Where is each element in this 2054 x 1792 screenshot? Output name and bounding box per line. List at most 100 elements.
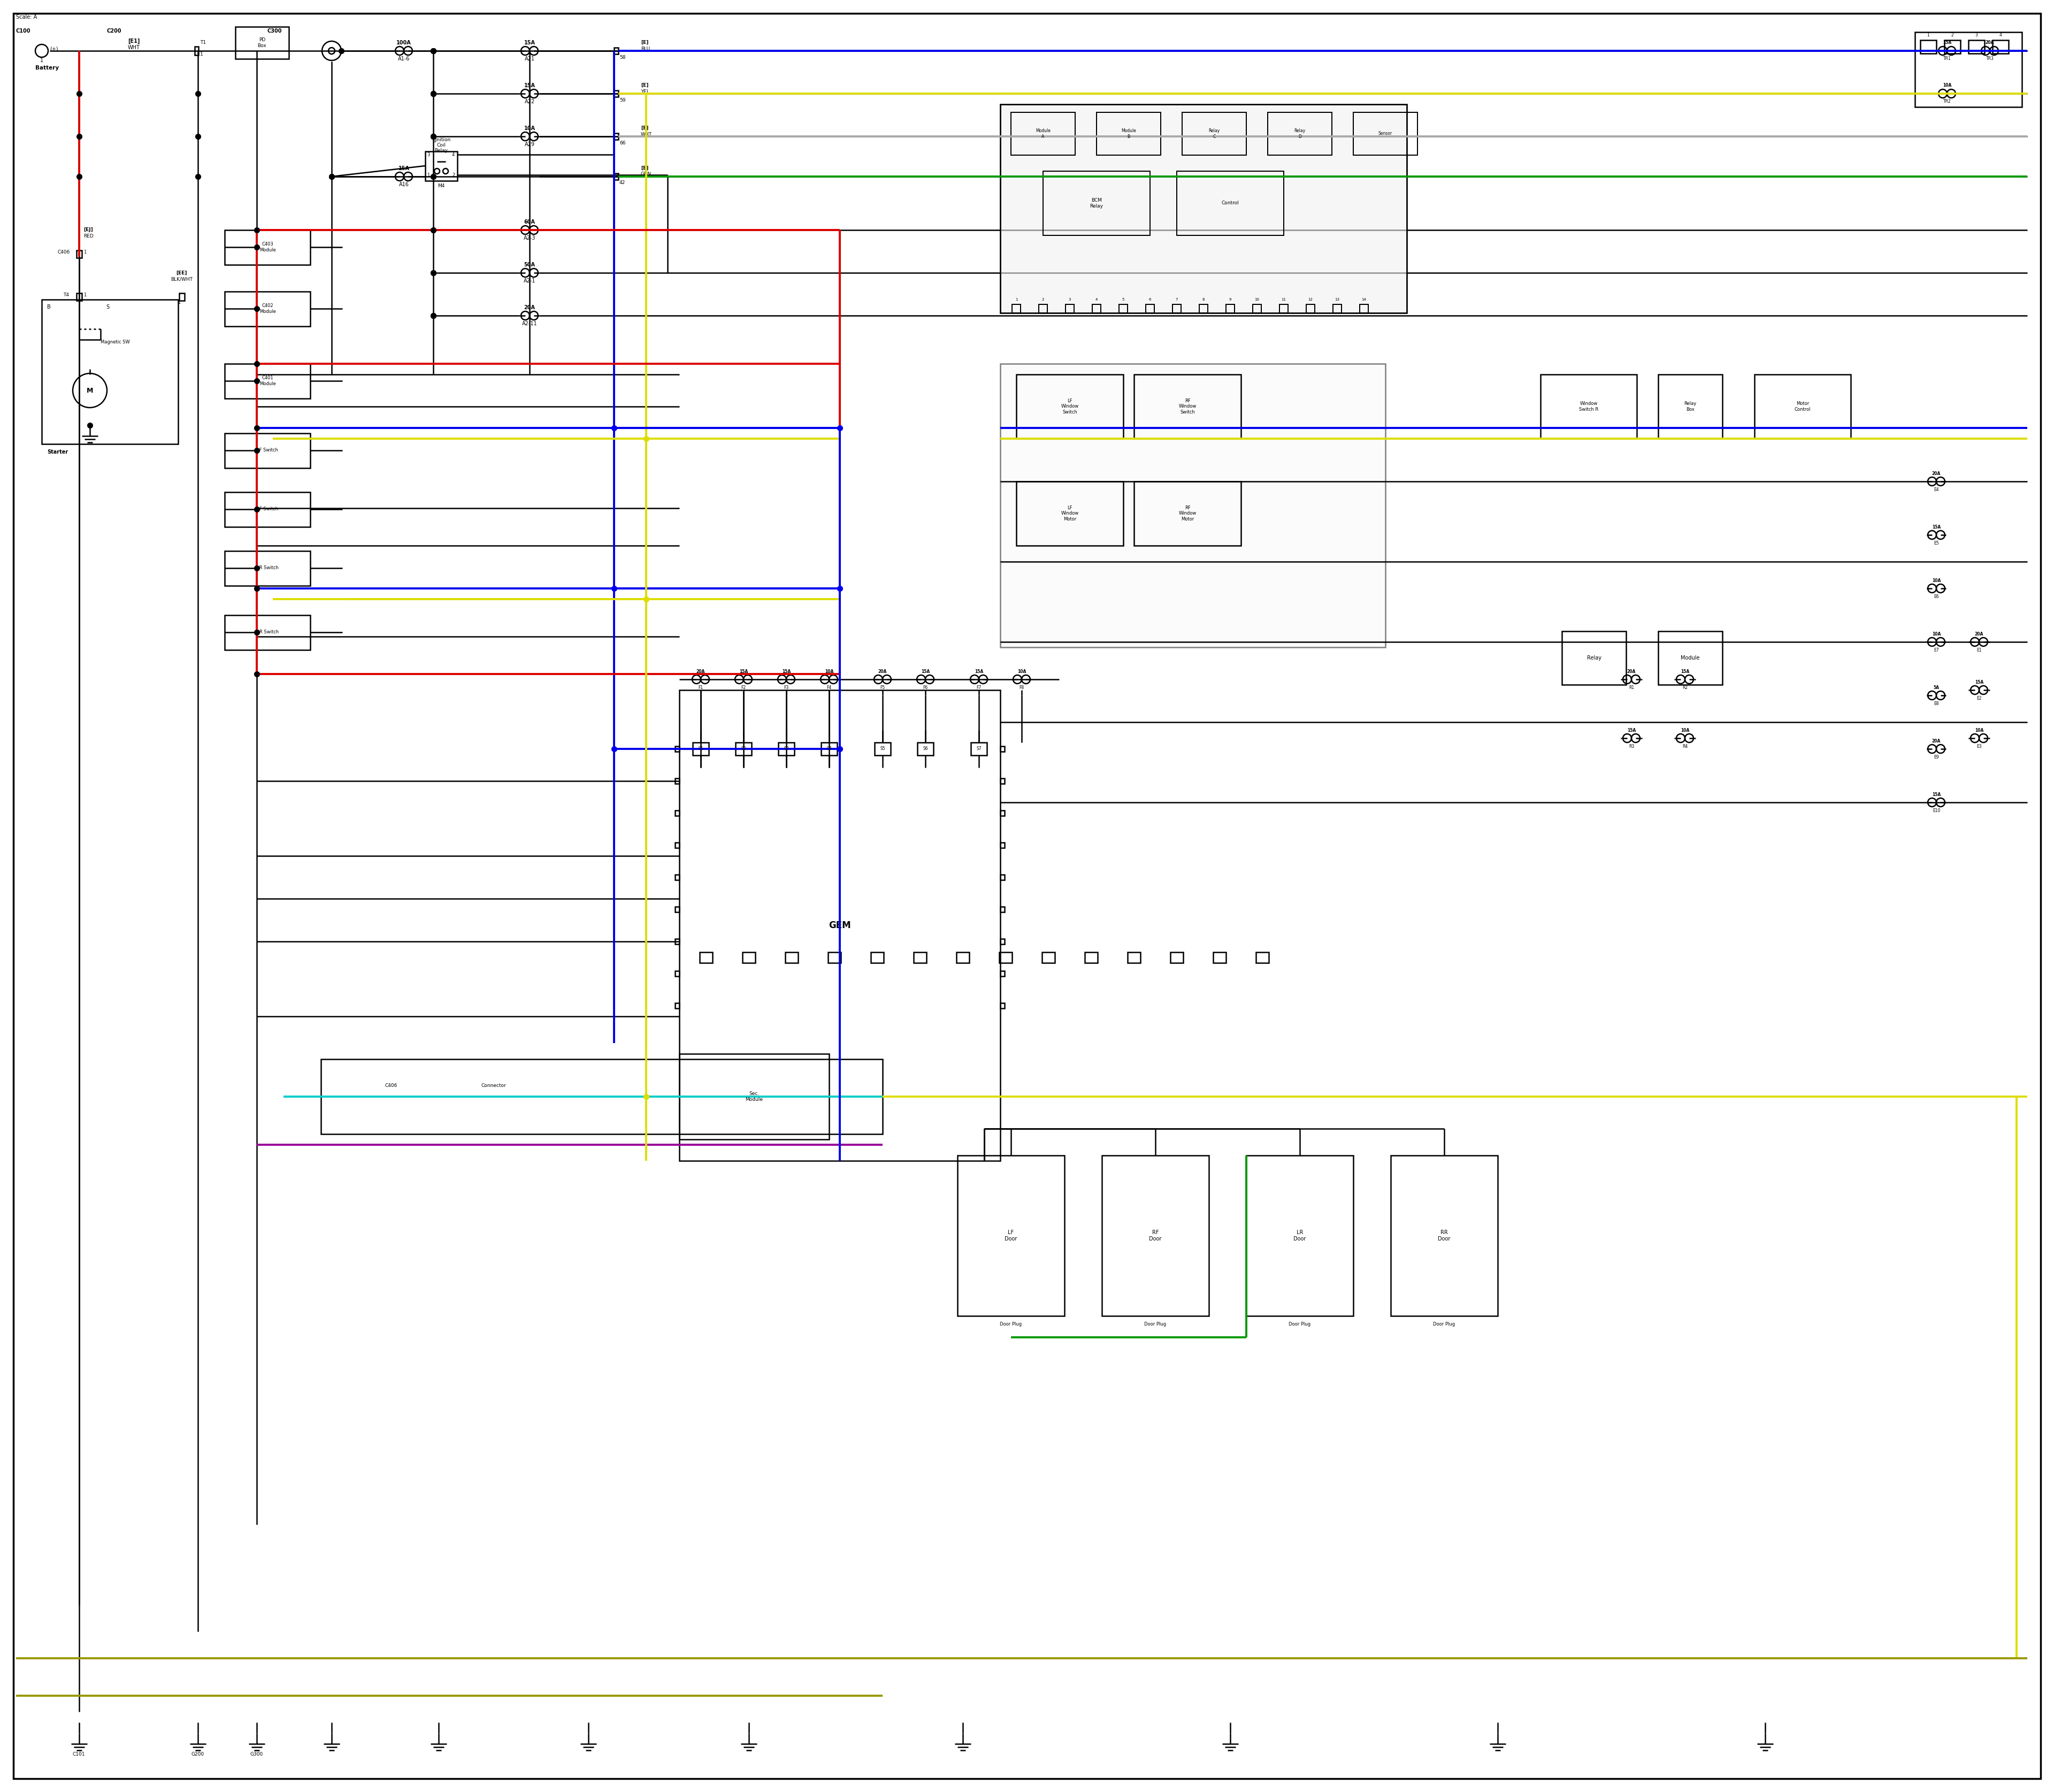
Text: Door Plug: Door Plug <box>1434 1321 1454 1326</box>
Bar <box>1171 952 1183 962</box>
Bar <box>1360 305 1368 314</box>
Bar <box>1177 172 1284 235</box>
Bar <box>1000 907 1004 912</box>
Text: Module
A: Module A <box>1035 129 1050 140</box>
Bar <box>1119 305 1128 314</box>
Text: Window
Switch R: Window Switch R <box>1580 401 1598 412</box>
Bar <box>1540 375 1637 439</box>
Text: 15A: 15A <box>1680 668 1688 674</box>
Text: Door Plug: Door Plug <box>1288 1321 1310 1326</box>
Text: E5: E5 <box>1933 541 1939 545</box>
Text: Module: Module <box>1680 656 1701 661</box>
Text: F4: F4 <box>826 685 832 690</box>
Bar <box>1253 305 1261 314</box>
Bar <box>425 151 458 181</box>
Bar <box>320 1059 883 1134</box>
Bar <box>236 27 290 59</box>
Text: E3: E3 <box>1976 744 1982 749</box>
Bar <box>195 47 199 56</box>
Text: 5A: 5A <box>1933 685 1939 690</box>
Text: R2: R2 <box>1682 685 1688 690</box>
Text: RED: RED <box>84 235 94 238</box>
Text: Relay
Box: Relay Box <box>1684 401 1697 412</box>
Text: 100A: 100A <box>396 39 411 45</box>
Bar <box>224 434 310 468</box>
Text: 9: 9 <box>1228 297 1232 301</box>
Text: E7: E7 <box>1933 647 1939 652</box>
Text: C101: C101 <box>72 1753 86 1756</box>
Text: [E]: [E] <box>641 125 649 131</box>
Text: 12: 12 <box>1308 297 1313 301</box>
Text: E8: E8 <box>1933 701 1939 706</box>
Text: F3: F3 <box>785 685 789 690</box>
Text: E4: E4 <box>1933 487 1939 491</box>
Text: 10A: 10A <box>1933 631 1941 636</box>
Bar <box>1658 375 1723 439</box>
Bar <box>1101 1156 1210 1315</box>
Bar <box>1255 952 1269 962</box>
Bar <box>1945 39 1960 54</box>
Bar <box>741 952 756 962</box>
Text: WHT: WHT <box>641 133 651 136</box>
Text: T1: T1 <box>199 39 205 45</box>
Bar <box>957 1156 1064 1315</box>
Text: 15A: 15A <box>1943 41 1951 45</box>
Text: 2: 2 <box>1951 32 1953 38</box>
Text: E10: E10 <box>1933 808 1941 814</box>
Text: 59: 59 <box>620 97 626 102</box>
Text: 7: 7 <box>1175 297 1179 301</box>
Text: TR3: TR3 <box>1986 56 1994 61</box>
Bar <box>224 364 310 398</box>
Text: 20A: 20A <box>524 305 536 310</box>
Text: 10A: 10A <box>524 125 536 131</box>
Text: 1: 1 <box>199 52 203 56</box>
Bar <box>1066 305 1074 314</box>
Text: Magnetic SW: Magnetic SW <box>101 340 129 344</box>
Text: [EJ]: [EJ] <box>84 228 92 233</box>
Bar <box>1017 375 1124 439</box>
Bar <box>1920 39 1937 54</box>
Text: S2: S2 <box>741 747 746 751</box>
Text: A16: A16 <box>398 181 409 186</box>
Text: F7: F7 <box>976 685 982 690</box>
Text: 15A: 15A <box>1974 679 1984 685</box>
Bar <box>676 1004 680 1009</box>
Text: 20A: 20A <box>1933 738 1941 744</box>
Bar <box>778 742 795 754</box>
Bar <box>1754 375 1851 439</box>
Text: Motor
Control: Motor Control <box>1795 401 1812 412</box>
Text: 10A: 10A <box>1680 728 1688 733</box>
Text: 2: 2 <box>452 172 454 177</box>
Text: A2-11: A2-11 <box>522 321 538 326</box>
Text: F1: F1 <box>698 685 702 690</box>
Text: RF Switch: RF Switch <box>257 507 279 513</box>
Text: Sensor: Sensor <box>1378 131 1393 136</box>
Text: A2-3: A2-3 <box>524 235 536 240</box>
Text: Starter: Starter <box>47 450 68 455</box>
Text: Door Plug: Door Plug <box>1144 1321 1167 1326</box>
Text: Relay
C: Relay C <box>1208 129 1220 140</box>
Text: S1: S1 <box>698 747 702 751</box>
Bar <box>76 294 82 301</box>
Text: M4: M4 <box>438 183 446 188</box>
Bar <box>828 952 840 962</box>
Text: RR Switch: RR Switch <box>257 629 279 634</box>
Text: F2: F2 <box>741 685 746 690</box>
Bar <box>1247 1156 1354 1315</box>
Text: 8: 8 <box>1202 297 1206 301</box>
Text: A2-1: A2-1 <box>524 278 536 283</box>
Bar <box>224 550 310 586</box>
Text: LF
Window
Motor: LF Window Motor <box>1062 505 1078 521</box>
Text: 20A: 20A <box>879 668 887 674</box>
Text: 4: 4 <box>1999 32 2003 38</box>
Text: E2: E2 <box>1976 695 1982 701</box>
Text: S: S <box>107 305 109 310</box>
Text: 3: 3 <box>427 152 429 158</box>
Bar <box>1011 113 1074 156</box>
Bar <box>1306 305 1315 314</box>
Bar <box>614 90 618 97</box>
Text: S5: S5 <box>879 747 885 751</box>
Bar <box>676 971 680 977</box>
Text: RF
Window
Motor: RF Window Motor <box>1179 505 1195 521</box>
Bar <box>871 952 883 962</box>
